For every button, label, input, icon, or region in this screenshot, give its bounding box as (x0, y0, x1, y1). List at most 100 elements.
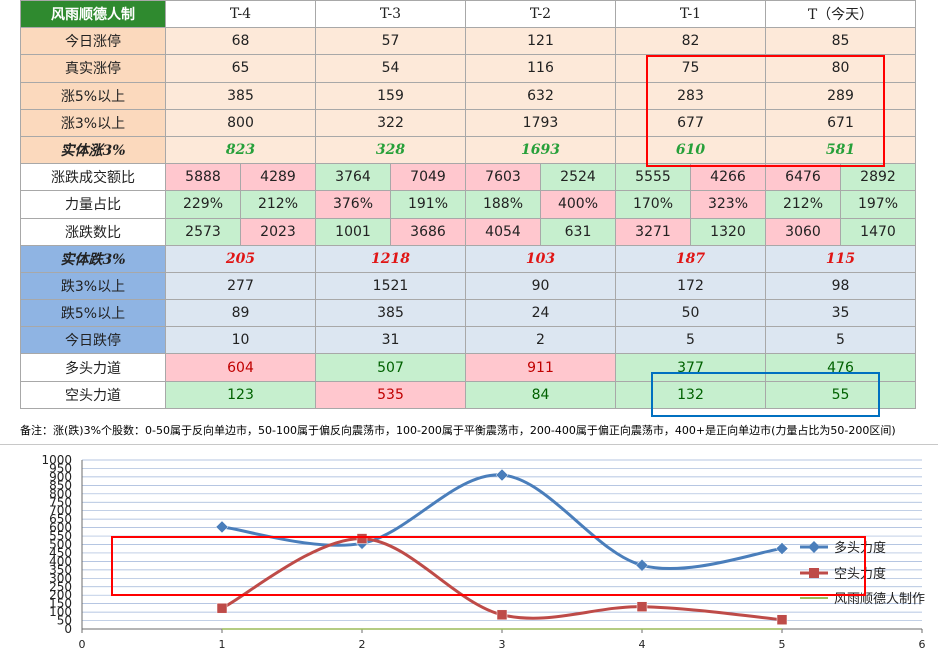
cell-value: 75 (681, 60, 700, 77)
cell-value: 289 (827, 87, 854, 104)
row-label: 实体跌3% (20, 244, 166, 273)
column-header: T-3 (315, 0, 466, 29)
y-tick-label: 450 (49, 546, 72, 560)
table-cell: 123 (165, 380, 316, 409)
cell-value: 24 (531, 305, 550, 322)
cell-value: 604 (227, 359, 254, 376)
cell-value: 6476 (785, 169, 821, 186)
row-label: 空头力道 (20, 380, 166, 409)
table-cell: 35 (765, 299, 916, 328)
cell-value: 3686 (410, 223, 446, 240)
column-header: T-1 (615, 0, 766, 29)
table-cell: 7049 (390, 163, 466, 192)
table-cell: 3686 (390, 217, 466, 246)
table-cell: 54 (315, 54, 466, 83)
header-row: 风雨顺德人制 T-4 T-3 T-2 T-1 T（今天） (20, 0, 916, 29)
legend-marker (808, 541, 820, 553)
y-tick-label: 800 (49, 487, 72, 501)
cell-value: 3764 (335, 169, 371, 186)
table-cell: 103 (465, 244, 616, 273)
series-line-2 (221, 537, 783, 622)
table-cell: 289 (765, 81, 916, 110)
data-point-bear (216, 602, 228, 614)
table-cell: 581 (765, 135, 916, 165)
data-point-bull (215, 520, 229, 534)
table-cell: 2892 (840, 163, 916, 192)
table-cell: 1521 (315, 271, 466, 301)
cell-value: 132 (677, 386, 704, 403)
table-cell: 121 (465, 27, 616, 56)
cell-value: 400% (557, 196, 599, 213)
cell-value: 170% (632, 196, 674, 213)
y-tick-label: 350 (49, 563, 72, 577)
chart-axes: 0501001502002503003504004505005506006507… (41, 453, 925, 651)
table-cell: 322 (315, 108, 466, 137)
cell-value: 121 (527, 33, 554, 50)
y-tick-label: 600 (49, 521, 72, 535)
table-cell: 1320 (690, 217, 766, 246)
cell-value: 610 (675, 142, 706, 159)
y-tick-label: 100 (49, 605, 72, 619)
table-row: 涨跌数比 2573 2023 1001 3686 4054 631 3271 1320 3060 1… (20, 217, 916, 246)
x-tick-label: 0 (79, 638, 86, 651)
table-cell: 3271 (615, 217, 691, 246)
table-cell: 800 (165, 108, 316, 137)
table-cell: 31 (315, 326, 466, 355)
table-cell: 7603 (465, 163, 541, 192)
y-tick-label: 300 (49, 571, 72, 585)
cell-value: 205 (225, 250, 256, 267)
table-cell: 328 (315, 135, 466, 165)
table-cell: 172 (615, 271, 766, 301)
legend-marker (809, 568, 819, 578)
cell-value: 35 (831, 305, 850, 322)
cell-value: 5 (836, 332, 845, 349)
table-cell: 188% (465, 190, 541, 219)
data-table: 风雨顺德人制 T-4 T-3 T-2 T-1 T（今天） 今日涨停 68 57 121 82 85 真实… (20, 0, 916, 409)
table-cell: 24 (465, 299, 616, 328)
table-cell: 205 (165, 244, 316, 273)
table-cell: 85 (765, 27, 916, 56)
corner-label: 风雨顺德人制 (20, 0, 166, 29)
row-label: 力量占比 (20, 190, 166, 219)
cell-value: 535 (377, 386, 404, 403)
table-cell: 229% (165, 190, 241, 219)
table-row: 跌5%以上 89 385 24 50 35 (20, 299, 916, 328)
table-cell: 187 (615, 244, 766, 273)
y-tick-label: 250 (49, 580, 72, 594)
table-row: 实体涨3% 823 328 1693 610 581 (20, 135, 916, 165)
table-cell: 604 (165, 353, 316, 382)
table-cell: 2573 (165, 217, 241, 246)
data-point-bear (496, 609, 508, 621)
row-label: 多头力道 (20, 353, 166, 382)
y-tick-label: 650 (49, 512, 72, 526)
cell-value: 115 (825, 250, 856, 267)
table-cell: 1218 (315, 244, 466, 273)
table-cell: 212% (240, 190, 316, 219)
cell-value: 98 (831, 277, 850, 294)
table-cell: 3060 (765, 217, 841, 246)
divider (0, 444, 938, 445)
table-cell: 2 (465, 326, 616, 355)
table-cell: 4289 (240, 163, 316, 192)
table-row: 多头力道 604 507 911 377 476 (20, 353, 916, 382)
cell-value: 68 (231, 33, 250, 50)
table-cell: 132 (615, 380, 766, 409)
data-point-bull (635, 558, 649, 572)
y-tick-label: 0 (64, 622, 72, 636)
table-row: 真实涨停 65 54 116 75 80 (20, 54, 916, 83)
row-label: 实体涨3% (20, 135, 166, 165)
y-tick-label: 1000 (41, 453, 72, 467)
row-label: 涨5%以上 (20, 81, 166, 110)
cell-value: 10 (231, 332, 250, 349)
table-cell: 5555 (615, 163, 691, 192)
table-cell: 197% (840, 190, 916, 219)
table-row: 涨3%以上 800 322 1793 677 671 (20, 108, 916, 137)
row-label: 跌3%以上 (20, 271, 166, 301)
cell-value: 581 (825, 142, 856, 159)
cell-value: 3271 (635, 223, 671, 240)
table-cell: 57 (315, 27, 466, 56)
cell-value: 188% (482, 196, 524, 213)
cell-value: 191% (407, 196, 449, 213)
cell-value: 80 (831, 60, 850, 77)
cell-value: 4054 (485, 223, 521, 240)
